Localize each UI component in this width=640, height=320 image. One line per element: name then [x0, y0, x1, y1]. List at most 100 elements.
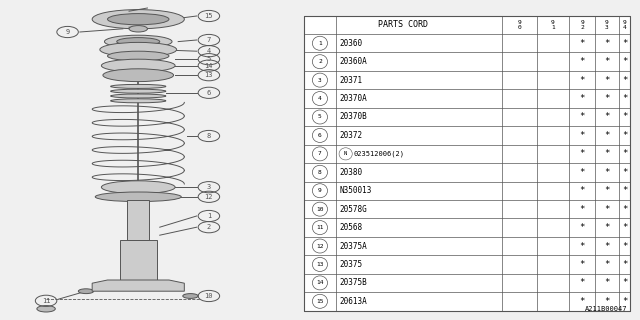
Text: 20375: 20375: [339, 260, 362, 269]
Ellipse shape: [111, 99, 166, 103]
Text: 12: 12: [316, 244, 324, 249]
Ellipse shape: [116, 38, 160, 46]
Text: 2: 2: [318, 59, 322, 64]
Text: *: *: [604, 278, 610, 287]
Text: 1: 1: [318, 41, 322, 46]
Text: 8: 8: [207, 133, 211, 139]
Text: 5: 5: [207, 56, 211, 62]
Text: 4: 4: [318, 96, 322, 101]
Text: A211B00047: A211B00047: [584, 306, 627, 312]
Text: 14: 14: [205, 63, 213, 68]
Text: *: *: [622, 149, 627, 158]
Text: *: *: [604, 57, 610, 66]
Text: 20380: 20380: [339, 168, 362, 177]
Text: 20578G: 20578G: [339, 205, 367, 214]
Text: *: *: [579, 186, 585, 195]
Text: 9
4: 9 4: [623, 20, 627, 30]
Text: 12: 12: [205, 194, 213, 200]
Text: 20371: 20371: [339, 76, 362, 84]
Text: *: *: [579, 168, 585, 177]
Text: *: *: [622, 297, 627, 306]
Text: 8: 8: [318, 170, 322, 175]
Text: *: *: [622, 57, 627, 66]
Text: 6: 6: [207, 90, 211, 96]
Text: *: *: [579, 57, 585, 66]
Text: 11: 11: [42, 298, 51, 304]
Text: 3: 3: [207, 184, 211, 190]
Text: 9
0: 9 0: [518, 20, 522, 30]
Text: 20613A: 20613A: [339, 297, 367, 306]
Text: *: *: [604, 76, 610, 84]
Text: *: *: [579, 223, 585, 232]
Ellipse shape: [92, 10, 184, 29]
Text: *: *: [579, 94, 585, 103]
Ellipse shape: [108, 51, 169, 61]
Text: *: *: [622, 205, 627, 214]
Ellipse shape: [101, 181, 175, 194]
Text: *: *: [622, 168, 627, 177]
Text: *: *: [604, 168, 610, 177]
Text: *: *: [622, 131, 627, 140]
Text: *: *: [604, 39, 610, 48]
Ellipse shape: [101, 59, 175, 72]
Text: *: *: [622, 94, 627, 103]
Text: 5: 5: [318, 115, 322, 119]
Text: *: *: [622, 76, 627, 84]
Text: *: *: [579, 242, 585, 251]
Text: 20370B: 20370B: [339, 113, 367, 122]
Text: *: *: [622, 242, 627, 251]
Text: *: *: [622, 186, 627, 195]
Text: 20360: 20360: [339, 39, 362, 48]
Polygon shape: [92, 280, 184, 291]
Text: 4: 4: [207, 48, 211, 54]
Text: *: *: [579, 113, 585, 122]
Text: 20375B: 20375B: [339, 278, 367, 287]
Text: 20375A: 20375A: [339, 242, 367, 251]
Text: *: *: [579, 76, 585, 84]
Ellipse shape: [104, 35, 172, 48]
Text: 6: 6: [318, 133, 322, 138]
Text: *: *: [604, 205, 610, 214]
Text: *: *: [622, 260, 627, 269]
Text: 9: 9: [65, 29, 70, 35]
Text: *: *: [604, 94, 610, 103]
Text: 2: 2: [207, 224, 211, 230]
Text: 9: 9: [318, 188, 322, 193]
Text: 11: 11: [316, 225, 324, 230]
Text: 9
1: 9 1: [551, 20, 555, 30]
Text: *: *: [604, 297, 610, 306]
Text: 13: 13: [205, 72, 213, 78]
Text: *: *: [579, 260, 585, 269]
Text: 9
3: 9 3: [605, 20, 609, 30]
Text: 1: 1: [207, 213, 211, 219]
Text: *: *: [622, 113, 627, 122]
Ellipse shape: [100, 43, 177, 57]
Text: *: *: [622, 278, 627, 287]
Ellipse shape: [108, 13, 169, 25]
Text: 14: 14: [316, 280, 324, 285]
Text: *: *: [604, 242, 610, 251]
Text: *: *: [604, 223, 610, 232]
Ellipse shape: [78, 289, 93, 294]
Text: 9
2: 9 2: [580, 20, 584, 30]
Ellipse shape: [103, 69, 173, 82]
Text: *: *: [622, 223, 627, 232]
Text: 20370A: 20370A: [339, 94, 367, 103]
Text: 20568: 20568: [339, 223, 362, 232]
Ellipse shape: [95, 192, 181, 202]
Ellipse shape: [111, 84, 166, 88]
Text: *: *: [579, 39, 585, 48]
Ellipse shape: [37, 306, 55, 312]
Text: *: *: [604, 113, 610, 122]
Text: 10: 10: [205, 293, 213, 299]
Text: N350013: N350013: [339, 186, 371, 195]
Text: N: N: [344, 151, 348, 156]
Ellipse shape: [111, 89, 166, 93]
Text: 3: 3: [318, 78, 322, 83]
Ellipse shape: [129, 26, 147, 32]
Text: *: *: [579, 278, 585, 287]
Text: *: *: [579, 205, 585, 214]
Text: *: *: [604, 260, 610, 269]
Bar: [120, 240, 157, 280]
Text: 13: 13: [316, 262, 324, 267]
